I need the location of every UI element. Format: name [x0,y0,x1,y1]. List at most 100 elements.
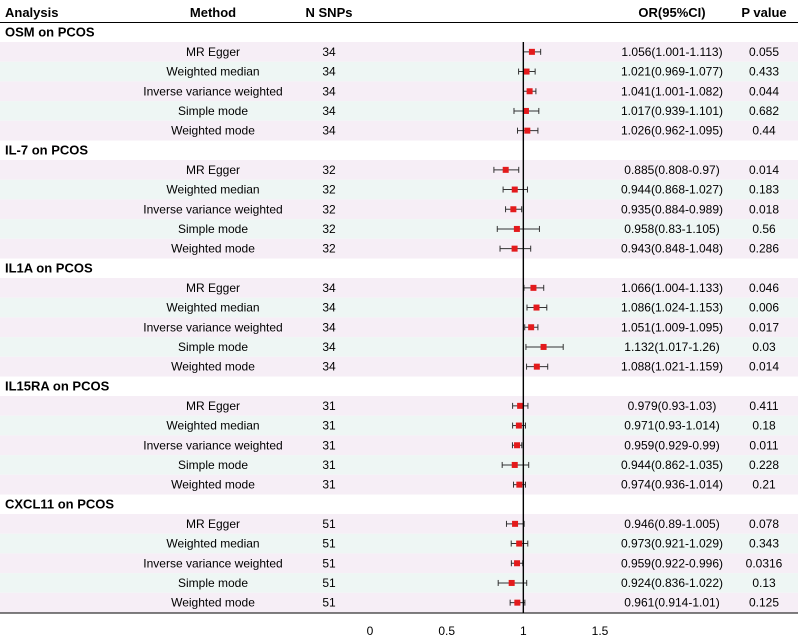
or-point [502,166,509,173]
x-tick-label: 1.5 [592,624,609,638]
or-ci-text: 0.961(0.914-1.01) [624,596,719,610]
or-point [516,481,523,488]
row-background [0,553,798,574]
row-background [0,61,798,82]
method-label: Weighted median [166,183,259,197]
x-tick-label: 1 [520,624,527,638]
header-analysis: Analysis [5,5,58,20]
or-point [510,206,517,213]
method-label: Weighted median [166,537,259,551]
or-ci-text: 0.979(0.93-1.03) [628,399,717,413]
nsnps-value: 34 [322,45,336,59]
nsnps-value: 31 [322,478,336,492]
method-label: Inverse variance weighted [143,202,282,216]
group-title: OSM on PCOS [5,25,95,40]
or-ci-text: 0.974(0.936-1.014) [621,478,723,492]
nsnps-value: 31 [322,458,336,472]
method-label: Weighted mode [171,242,255,256]
x-tick-label: 0.5 [438,624,455,638]
nsnps-value: 34 [322,360,336,374]
p-value: 0.044 [749,84,779,98]
method-label: Simple mode [178,576,248,590]
method-label: Weighted median [166,419,259,433]
method-label: MR Egger [186,163,240,177]
or-ci-text: 0.958(0.83-1.105) [624,222,719,236]
method-label: Simple mode [178,104,248,118]
row-background [0,81,798,102]
nsnps-value: 34 [322,104,336,118]
row-background [0,317,798,338]
group-title: IL1A on PCOS [5,261,93,276]
or-ci-text: 1.066(1.004-1.133) [621,281,723,295]
or-point [522,107,529,114]
p-value: 0.017 [749,320,779,334]
method-label: MR Egger [186,517,240,531]
or-ci-text: 0.973(0.921-1.029) [621,537,723,551]
or-point [508,579,515,586]
or-point [517,402,524,409]
p-value: 0.055 [749,45,779,59]
or-point [511,186,518,193]
nsnps-value: 31 [322,419,336,433]
row-background [0,297,798,318]
p-value: 0.228 [749,458,779,472]
or-point [524,127,531,134]
or-point [515,422,522,429]
or-ci-text: 1.088(1.021-1.159) [621,360,723,374]
nsnps-value: 32 [322,222,336,236]
row-background [0,474,798,495]
row-background [0,533,798,554]
row-background [0,455,798,475]
nsnps-value: 34 [322,65,336,79]
or-point [512,520,519,527]
p-value: 0.014 [749,163,779,177]
p-value: 0.682 [749,104,779,118]
x-tick-label: 0 [367,624,374,638]
row-background [0,356,798,377]
or-point [533,363,540,370]
row-backgrounds [0,42,798,613]
method-label: Inverse variance weighted [143,438,282,452]
p-value: 0.03 [752,340,776,354]
nsnps-value: 51 [322,576,336,590]
p-value: 0.18 [752,419,776,433]
method-label: Weighted mode [171,124,255,138]
x-axis: 0 0.5 1 1.5 [0,612,798,638]
or-point [528,48,535,55]
or-ci-text: 1.132(1.017-1.26) [624,340,719,354]
row-background [0,592,798,613]
or-ci-text: 0.943(0.848-1.048) [621,242,723,256]
or-ci-text: 1.041(1.001-1.082) [621,84,723,98]
nsnps-value: 31 [322,399,336,413]
or-point [523,68,530,75]
row-background [0,514,798,534]
p-value: 0.183 [749,183,779,197]
p-value: 0.011 [749,438,778,452]
nsnps-value: 32 [322,163,336,177]
nsnps-value: 32 [322,183,336,197]
p-value: 0.286 [749,242,779,256]
row-background [0,42,798,62]
or-ci-text: 1.056(1.001-1.113) [621,45,722,59]
p-value: 0.006 [749,301,779,315]
p-value: 0.21 [752,478,776,492]
group-title: CXCL11 on PCOS [5,497,114,512]
or-point [514,599,521,606]
nsnps-value: 51 [322,556,336,570]
or-ci-text: 0.946(0.89-1.005) [624,517,719,531]
row-background [0,396,798,416]
row-background [0,101,798,121]
method-label: Weighted median [166,301,259,315]
p-value: 0.018 [749,202,779,216]
or-ci-text: 1.021(0.969-1.077) [621,65,723,79]
forest-marks [493,42,564,613]
p-value: 0.078 [749,517,779,531]
nsnps-value: 34 [322,340,336,354]
method-label: Weighted median [166,65,259,79]
or-point [516,540,523,547]
method-label: MR Egger [186,45,240,59]
row-background [0,199,798,220]
or-point [514,442,521,449]
